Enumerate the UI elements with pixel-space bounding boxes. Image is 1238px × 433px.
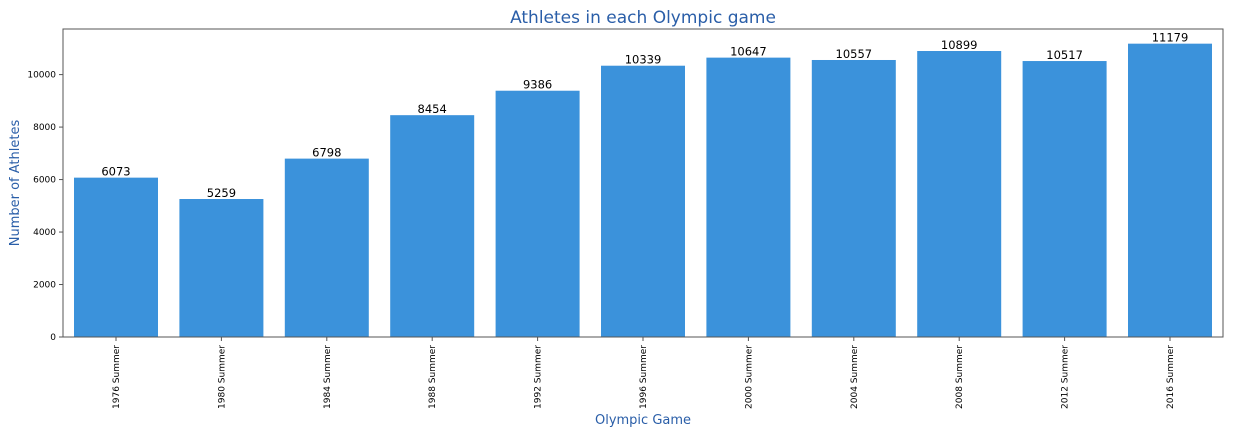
- bar-1984-summer: [284, 158, 369, 337]
- x-tick-label: 2016 Summer: [1166, 345, 1176, 409]
- bar-value-label: 10647: [730, 45, 767, 59]
- y-tick-label: 10000: [27, 71, 56, 81]
- bar-value-label: 10339: [625, 53, 662, 67]
- bar-2004-summer: [811, 59, 896, 338]
- bar-1988-summer: [390, 115, 475, 337]
- x-tick-label: 2000 Summer: [744, 345, 754, 409]
- bar-value-label: 8454: [418, 102, 447, 116]
- x-tick-label: 1980 Summer: [217, 345, 227, 409]
- y-tick-label: 4000: [33, 228, 56, 238]
- y-tick-label: 2000: [33, 281, 56, 291]
- x-ticks-group: 1976 Summer 1980 Summer 1984 Summer 1988 Su…: [112, 337, 1176, 409]
- y-tick-label: 8000: [33, 123, 56, 133]
- x-tick-label: 1984 Summer: [323, 345, 333, 409]
- bar-1980-summer: [179, 199, 264, 337]
- bar-2016-summer: [1128, 43, 1212, 338]
- data-labels-group: 6073 5259 6798 8454 9386 10339 10647 10557 10899…: [101, 31, 1188, 200]
- bar-2000-summer: [706, 57, 791, 337]
- x-tick-label: 2012 Summer: [1061, 345, 1071, 409]
- chart-title: Athletes in each Olympic game: [510, 8, 776, 28]
- bar-value-label: 6073: [101, 165, 130, 179]
- plot-frame: [62, 28, 1224, 338]
- bar-value-label: 11179: [1152, 31, 1189, 45]
- bar-2008-summer: [917, 51, 1002, 337]
- bar-value-label: 5259: [207, 186, 236, 200]
- x-tick-label: 1988 Summer: [428, 345, 438, 409]
- x-axis-title: Olympic Game: [595, 413, 691, 428]
- x-tick-label: 1976 Summer: [112, 345, 122, 409]
- x-tick-label: 1992 Summer: [534, 345, 544, 409]
- bar-1976-summer: [74, 177, 158, 337]
- bar-value-label: 6798: [312, 146, 341, 160]
- y-tick-label: 6000: [33, 176, 56, 186]
- bar-2012-summer: [1022, 61, 1107, 337]
- x-tick-label: 1996 Summer: [639, 345, 649, 409]
- y-tick-label: 0: [50, 333, 56, 343]
- y-axis-title: Number of Athletes: [8, 120, 23, 247]
- bar-1992-summer: [495, 90, 580, 337]
- bar-1996-summer: [601, 65, 685, 338]
- bar-value-label: 10517: [1046, 48, 1083, 62]
- bar-value-label: 10899: [941, 38, 978, 52]
- bars-group: [74, 43, 1212, 338]
- y-ticks-group: 0 2000 4000 6000 8000 10000: [27, 71, 63, 343]
- bar-value-label: 10557: [836, 47, 873, 61]
- x-tick-label: 2008 Summer: [955, 345, 965, 409]
- x-tick-label: 2004 Summer: [850, 345, 860, 409]
- bar-value-label: 9386: [523, 78, 552, 92]
